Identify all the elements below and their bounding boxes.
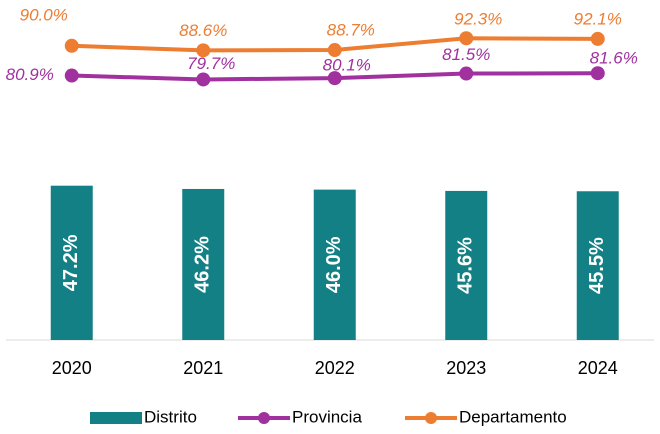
- bar: [313, 189, 356, 340]
- line-marker: [590, 31, 605, 46]
- bar: [50, 185, 93, 340]
- line-marker: [459, 31, 474, 46]
- bar: [182, 188, 225, 340]
- legend-label: Departamento: [459, 407, 567, 426]
- x-tick-label: 2021: [183, 358, 223, 378]
- bar-value-label: 45.6%: [455, 237, 477, 294]
- bar: [445, 190, 488, 340]
- bar: [576, 191, 619, 340]
- bar-value-label: 47.2%: [60, 234, 82, 291]
- line-marker: [590, 66, 605, 81]
- line-value-label: 81.5%: [442, 45, 490, 64]
- line-marker: [64, 38, 79, 53]
- x-tick-label: 2023: [446, 358, 486, 378]
- line-value-label: 88.6%: [179, 21, 227, 40]
- line-value-label: 88.7%: [327, 21, 375, 40]
- bar-value-label: 46.2%: [192, 236, 214, 293]
- legend-label: Provincia: [292, 407, 362, 426]
- line-value-label: 80.1%: [323, 56, 371, 75]
- bar-value-label: 46.0%: [323, 236, 345, 293]
- line-value-label: 92.1%: [574, 9, 622, 28]
- line-value-label: 79.7%: [187, 54, 235, 73]
- line-value-label: 92.3%: [454, 10, 502, 29]
- line-marker: [327, 71, 342, 86]
- line-marker: [64, 68, 79, 83]
- line-value-label: 80.9%: [6, 65, 54, 84]
- line-marker: [327, 43, 342, 58]
- line-marker: [196, 72, 211, 87]
- legend-swatch-marker: [258, 412, 270, 424]
- line-value-label: 90.0%: [20, 5, 68, 24]
- x-tick-label: 2022: [315, 358, 355, 378]
- line-marker: [196, 43, 211, 58]
- legend-label: Distrito: [144, 407, 197, 426]
- x-tick-label: 2020: [52, 358, 92, 378]
- line-marker: [459, 66, 474, 81]
- legend-swatch-marker: [425, 412, 437, 424]
- line-value-label: 81.6%: [590, 49, 638, 68]
- bar-value-label: 45.5%: [586, 237, 608, 294]
- legend-swatch: [90, 412, 142, 424]
- x-tick-label: 2024: [578, 358, 618, 378]
